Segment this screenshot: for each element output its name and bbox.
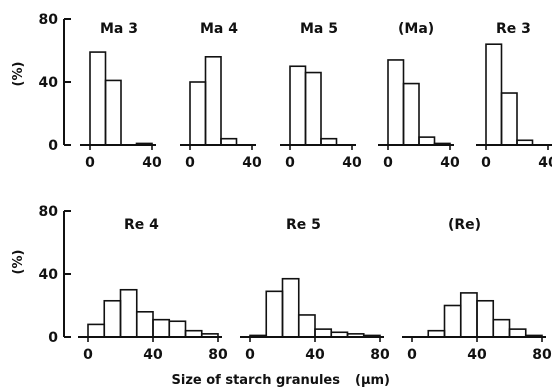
x-tick-label: 0 (481, 155, 491, 171)
panel-title: Re 5 (286, 217, 321, 233)
x-tick-label: 0 (383, 155, 393, 171)
histogram-bar (168, 320, 187, 338)
histogram-bar (508, 328, 527, 338)
panel-title: Re 4 (124, 217, 159, 233)
histogram-bar (459, 292, 478, 338)
histogram-bar (485, 43, 503, 146)
histogram-bar (320, 137, 338, 146)
x-axis-label: Size of starch granules (172, 373, 341, 388)
histogram-bar (135, 310, 154, 338)
histogram-bar (492, 318, 511, 338)
histogram-bar (476, 299, 495, 338)
histogram-bar (346, 333, 365, 338)
histogram-bar (304, 71, 322, 146)
y-axis-label-row1: (%) (11, 62, 26, 87)
histogram-bar (204, 55, 222, 146)
histogram-bar (189, 81, 207, 146)
histogram-bar (362, 334, 381, 338)
histogram-bar (265, 290, 284, 338)
histogram-panels: 0 40 Ma 3 0 40 Ma 4 0 40 Ma 5 0 40 (Ma) 0 40 Re 3 0 40 80… (78, 21, 552, 363)
x-tick-label: 80 (532, 347, 552, 363)
y-axis-row2: 0 40 80 (39, 204, 71, 346)
y-axis-row1: 0 40 80 (39, 12, 71, 154)
x-tick-label: 40 (143, 347, 163, 363)
y-tick-label: 40 (39, 267, 59, 283)
histogram-bar (87, 323, 106, 338)
panel-re-3: 0 40 Re 3 (476, 21, 552, 171)
panel-ma-4: 0 40 Ma 4 (180, 21, 262, 171)
x-tick-label: 0 (245, 347, 255, 363)
panel-re: 0 40 80 (Re) (402, 217, 552, 363)
x-tick-label: 40 (142, 155, 162, 171)
x-tick-label: 0 (285, 155, 295, 171)
histogram-bar (289, 65, 307, 146)
histogram-bar (89, 51, 107, 146)
panel-title: Ma 4 (200, 21, 238, 37)
y-axis-label-row2: (%) (11, 250, 26, 275)
histogram-bar (387, 59, 405, 146)
y-tick-label: 80 (39, 12, 59, 28)
histogram-bar (433, 142, 451, 146)
histogram-bar (135, 142, 153, 146)
panel-title: (Ma) (398, 21, 434, 37)
panel-ma-5: 0 40 Ma 5 (280, 21, 362, 171)
panel-title: Ma 5 (300, 21, 338, 37)
histogram-bar (249, 334, 268, 338)
x-tick-label: 40 (440, 155, 460, 171)
x-axis-unit: (μm) (355, 373, 390, 388)
panel-title: Re 3 (496, 21, 531, 37)
panel-title: Ma 3 (100, 21, 138, 37)
y-tick-label: 80 (39, 204, 59, 220)
histogram-bar (443, 304, 462, 338)
x-tick-label: 40 (467, 347, 487, 363)
histogram-bar (500, 92, 518, 146)
x-tick-label: 80 (370, 347, 390, 363)
x-tick-label: 40 (242, 155, 262, 171)
histogram-bar (200, 333, 219, 338)
x-tick-label: 0 (83, 347, 93, 363)
histogram-bar (516, 139, 534, 146)
x-tick-label: 0 (407, 347, 417, 363)
histogram-bar (104, 79, 122, 146)
histogram-bar (103, 299, 122, 338)
histogram-bar (119, 288, 138, 338)
histogram-bar (524, 334, 543, 338)
histogram-bar (330, 331, 349, 338)
histogram-bar (402, 82, 420, 146)
panel-ma: 0 40 (Ma) (378, 21, 460, 171)
y-tick-label: 40 (39, 75, 59, 91)
x-tick-label: 40 (305, 347, 325, 363)
panel-title: (Re) (448, 217, 481, 233)
x-tick-label: 0 (185, 155, 195, 171)
y-tick-label: 0 (48, 330, 58, 346)
histogram-bar (220, 137, 238, 146)
histogram-bar (281, 277, 300, 338)
x-tick-label: 80 (208, 347, 228, 363)
histogram-bar (418, 136, 436, 146)
histogram-bar (152, 318, 171, 338)
histogram-bar (297, 314, 316, 338)
x-tick-label: 0 (85, 155, 95, 171)
panel-ma-3: 0 40 Ma 3 (80, 21, 162, 171)
histogram-bar (314, 328, 333, 338)
panel-re-5: 0 40 80 Re 5 (240, 217, 390, 363)
x-tick-label: 40 (342, 155, 362, 171)
y-tick-label: 0 (48, 138, 58, 154)
x-tick-label: 40 (538, 155, 552, 171)
panel-re-4: 0 40 80 Re 4 (78, 217, 228, 363)
